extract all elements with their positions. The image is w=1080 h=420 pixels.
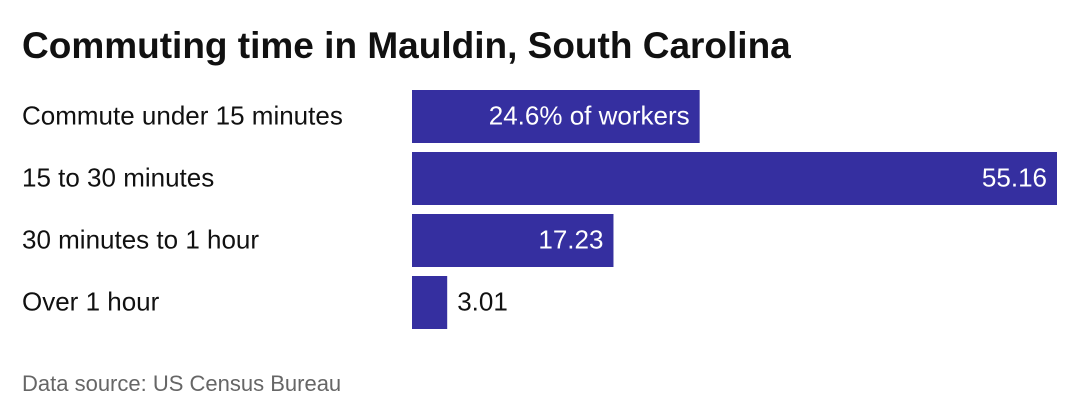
category-label: Commute under 15 minutes — [22, 100, 343, 130]
bar — [412, 276, 448, 329]
source-note: Data source: US Census Bureau — [22, 371, 341, 396]
category-label: Over 1 hour — [22, 286, 160, 316]
bar — [412, 90, 700, 143]
value-label: 17.23 — [538, 224, 603, 254]
value-label: 3.01 — [457, 286, 508, 316]
value-label: 55.16 — [982, 162, 1047, 192]
value-label: 24.6% of workers — [489, 100, 690, 130]
chart-title: Commuting time in Mauldin, South Carolin… — [22, 25, 791, 66]
category-label: 15 to 30 minutes — [22, 162, 214, 192]
category-label: 30 minutes to 1 hour — [22, 224, 259, 254]
bar — [412, 152, 1057, 205]
bar — [412, 214, 614, 267]
